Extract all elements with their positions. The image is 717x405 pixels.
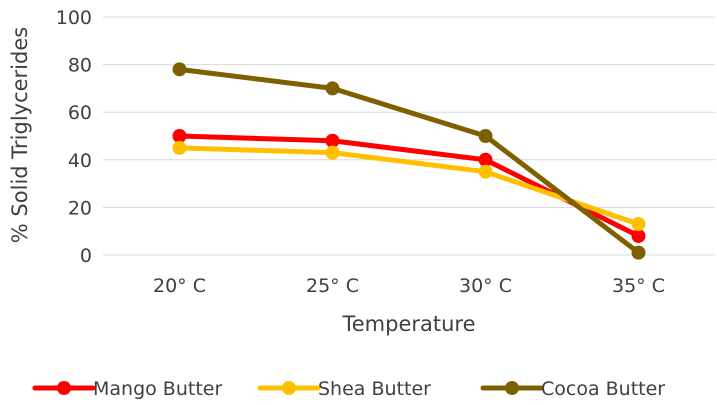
- x-tick-label: 35° C: [612, 275, 665, 297]
- data-point-shea-butter: [172, 140, 187, 155]
- y-axis-tick-labels: 0 20 40 60 80 100: [56, 7, 92, 267]
- legend-label: Shea Butter: [318, 378, 431, 400]
- series-lines: [172, 62, 646, 260]
- y-tick-label: 100: [56, 7, 92, 29]
- y-tick-label: 20: [68, 197, 92, 219]
- x-tick-label: 30° C: [459, 275, 512, 297]
- data-point-shea-butter: [325, 145, 340, 160]
- x-tick-label: 20° C: [153, 275, 206, 297]
- series-mango-butter: [172, 129, 646, 243]
- legend: Mango Butter Shea Butter Cocoa Butter: [32, 378, 665, 400]
- data-point-cocoa-butter: [172, 62, 187, 77]
- legend-label: Mango Butter: [93, 378, 222, 400]
- series-cocoa-butter: [172, 62, 646, 260]
- y-tick-label: 80: [68, 55, 92, 77]
- data-point-mango-butter: [478, 152, 493, 167]
- legend-swatch-marker: [57, 381, 71, 395]
- data-point-cocoa-butter: [631, 245, 646, 260]
- y-tick-label: 0: [80, 245, 92, 267]
- data-point-mango-butter: [325, 133, 340, 148]
- y-tick-label: 40: [68, 150, 92, 172]
- legend-swatch-marker: [282, 381, 296, 395]
- data-point-mango-butter: [631, 228, 646, 243]
- legend-label: Cocoa Butter: [541, 378, 665, 400]
- x-axis-tick-labels: 20° C 25° C 30° C 35° C: [153, 275, 665, 297]
- data-point-cocoa-butter: [325, 81, 340, 96]
- series-line-shea-butter: [177, 145, 641, 227]
- legend-item-cocoa-butter: Cocoa Butter: [480, 378, 665, 400]
- series-shea-butter: [172, 140, 646, 232]
- legend-swatch-marker: [505, 381, 519, 395]
- legend-item-mango-butter: Mango Butter: [32, 378, 222, 400]
- data-point-mango-butter: [172, 129, 187, 143]
- data-point-shea-butter: [631, 217, 646, 232]
- y-axis-title: % Solid Triglycerides: [8, 27, 32, 243]
- legend-item-shea-butter: Shea Butter: [257, 378, 431, 400]
- data-point-shea-butter: [478, 164, 493, 179]
- y-tick-label: 60: [68, 102, 92, 124]
- x-tick-label: 25° C: [306, 275, 359, 297]
- x-axis-title: Temperature: [341, 312, 475, 336]
- series-line-cocoa-butter: [177, 66, 641, 256]
- data-point-cocoa-butter: [478, 129, 493, 143]
